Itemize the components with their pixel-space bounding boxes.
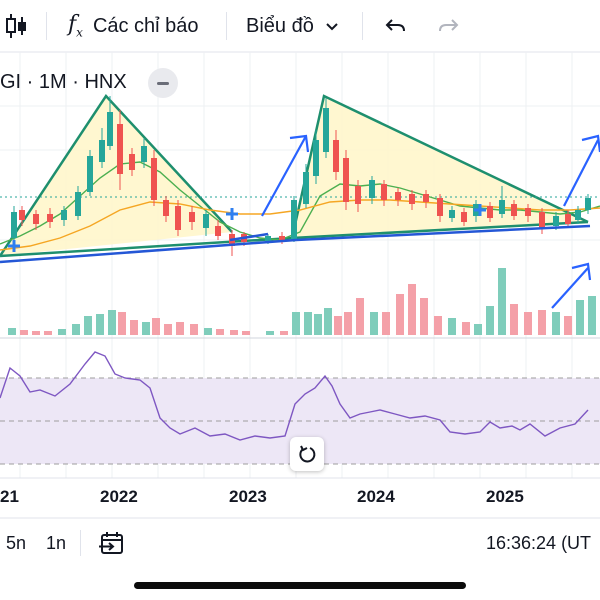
calendar-goto-icon — [99, 532, 123, 554]
chart-type-button[interactable]: Biểu đồ — [246, 0, 342, 52]
chart-type-label: Biểu đồ — [246, 14, 314, 37]
time-axis-label: 2025 — [486, 487, 524, 506]
goto-date-button[interactable] — [98, 520, 126, 566]
fx-icon: fx — [68, 12, 83, 40]
clock-label[interactable]: 16:36:24 (UT — [486, 532, 592, 553]
rsi-line — [0, 351, 589, 441]
symbol-legend[interactable]: GI · 1M · HNX — [0, 64, 127, 100]
undo-button[interactable] — [384, 0, 408, 52]
volume-bars — [8, 268, 596, 335]
collapse-legend-button[interactable] — [148, 68, 178, 98]
indicators-label: Các chỉ báo — [92, 14, 199, 37]
signal-markers — [8, 204, 486, 252]
reset-chart-button[interactable] — [290, 437, 324, 471]
range-1y-button[interactable]: 1n — [46, 532, 67, 553]
undo-icon — [385, 19, 405, 32]
range-5y-button[interactable]: 5n — [6, 532, 27, 553]
symbol-label: GI · 1M · HNX — [0, 70, 127, 93]
bottom-bar: 5n 1n 16:36:24 (UT — [0, 520, 600, 566]
price-candles — [11, 96, 591, 256]
indicators-button[interactable]: fx Các chỉ báo — [68, 0, 199, 52]
minus-icon — [157, 81, 169, 85]
triangle-pattern-1 — [0, 93, 293, 258]
support-lines — [0, 224, 591, 264]
time-axis-label: 21 — [0, 487, 19, 506]
candles-icon[interactable] — [4, 0, 28, 52]
time-axis-label: 2023 — [229, 487, 267, 506]
time-axis-label: 2022 — [100, 487, 138, 506]
trend-arrows — [261, 134, 600, 309]
redo-icon — [439, 19, 459, 32]
reset-icon — [299, 445, 316, 463]
time-axis-label: 2024 — [357, 487, 395, 506]
home-indicator[interactable] — [134, 582, 466, 589]
top-toolbar: fx Các chỉ báo Biểu đồ — [0, 0, 600, 52]
chevron-down-icon — [326, 23, 338, 31]
redo-button[interactable] — [436, 0, 460, 52]
